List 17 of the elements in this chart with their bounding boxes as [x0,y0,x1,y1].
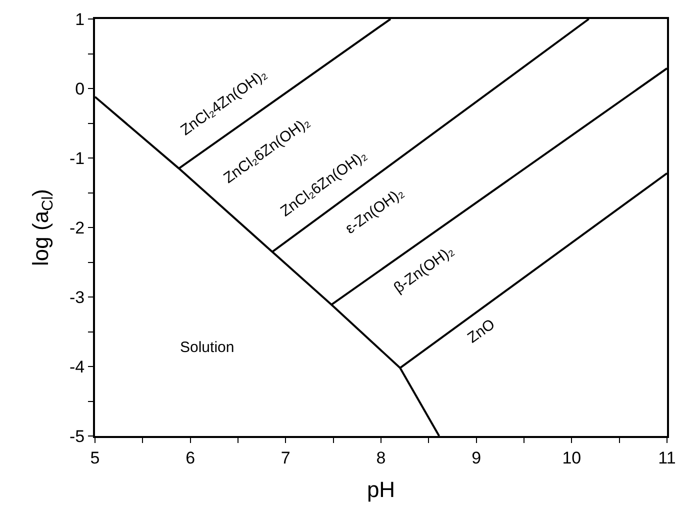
annotation: Solution [180,339,234,356]
y-tick-label: -3 [69,288,85,307]
x-tick-label: 6 [186,448,196,468]
x-axis-title: pH [366,476,396,502]
x-tick-label: 7 [280,448,290,468]
x-tick-label: 11 [658,448,676,468]
y-tick-label: -1 [69,148,85,168]
y-tick-label: -4 [69,357,85,376]
x-tick-label: 10 [562,448,582,468]
y-tick-label: 0 [75,79,85,98]
y-tick-label: 1 [75,10,85,29]
x-tick-label: 8 [376,448,386,468]
x-tick-label: 5 [90,448,100,468]
y-tick-label: -5 [69,426,85,446]
y-tick-label: -2 [69,218,85,238]
annotation: ZnO [464,316,498,347]
x-tick-label: 9 [472,448,482,468]
